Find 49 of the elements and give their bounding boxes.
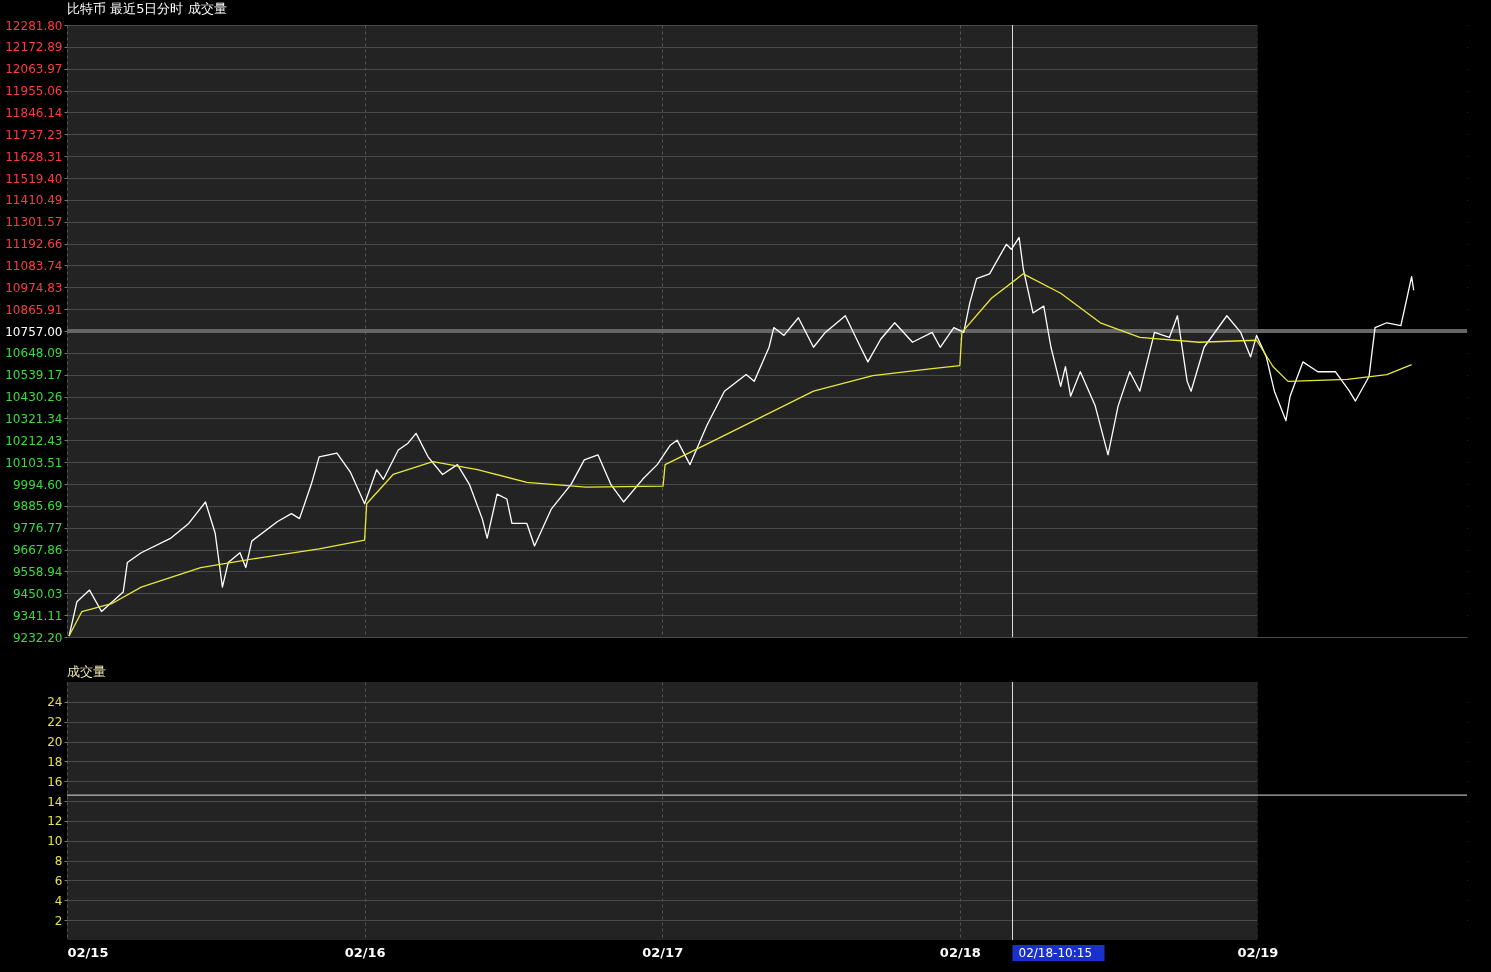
y-tick-label: 4 (54, 893, 63, 908)
y-tick-label: 9232.20 (12, 630, 63, 645)
y-tick-label: 10430.26 (5, 390, 63, 405)
y-tick-label: 10648.09 (5, 346, 63, 361)
y-tick-label: 9558.94 (12, 564, 63, 579)
y-tick-label: 11955.06 (5, 84, 63, 99)
x-tick-label: 02/18 (939, 944, 981, 960)
y-tick-label: 11410.49 (5, 193, 63, 208)
y-tick-label: 9667.86 (12, 543, 63, 558)
x-tick-label: 02/15 (67, 944, 109, 960)
y-tick-label: 20 (47, 735, 63, 750)
y-tick-label: 22 (47, 715, 63, 730)
y-tick-label: 9994.60 (12, 477, 63, 492)
y-tick-label: 9450.03 (12, 586, 63, 601)
y-tick-label: 16 (47, 774, 63, 789)
y-tick-label: 11737.23 (5, 127, 63, 142)
y-tick-label: 10321.34 (5, 411, 63, 426)
chart-title: 成交量 (67, 663, 106, 679)
x-tick-label: 02/16 (344, 944, 386, 960)
y-tick-label: 10212.43 (5, 433, 63, 448)
ref-line-label: 02/18-10:15 (1018, 946, 1093, 960)
y-tick-label: 10539.17 (5, 368, 63, 383)
y-tick-label: 12172.89 (5, 40, 63, 55)
y-tick-label: 11192.66 (5, 237, 63, 252)
y-tick-label: 11519.40 (5, 171, 63, 186)
y-tick-label: 10 (47, 834, 63, 849)
y-tick-label: 10865.91 (5, 302, 63, 317)
y-tick-label: 9885.69 (12, 499, 63, 514)
y-tick-label: 2 (54, 913, 63, 928)
y-tick-label: 11083.74 (5, 258, 63, 273)
y-tick-label: 11846.14 (5, 105, 63, 120)
y-tick-label: 10757.00 (5, 324, 63, 339)
y-tick-label: 12063.97 (5, 62, 63, 77)
y-tick-label: 10974.83 (5, 280, 63, 295)
y-tick-label: 24 (47, 695, 63, 710)
y-tick-label: 9341.11 (12, 608, 63, 623)
y-tick-label: 11301.57 (5, 215, 63, 230)
y-tick-label: 10103.51 (5, 455, 63, 470)
y-tick-label: 18 (47, 754, 63, 769)
y-tick-label: 6 (54, 873, 63, 888)
y-tick-label: 8 (54, 854, 63, 869)
y-tick-label: 12281.80 (5, 18, 63, 33)
y-tick-label: 9776.77 (12, 521, 63, 536)
y-tick-label: 12 (47, 814, 63, 829)
y-tick-label: 11628.31 (5, 149, 63, 164)
x-tick-label: 02/19 (1237, 944, 1279, 960)
x-tick-label: 02/17 (642, 944, 684, 960)
y-tick-label: 14 (47, 794, 63, 809)
chart-title: 比特币 最近5日分时 成交量 (67, 1, 227, 16)
